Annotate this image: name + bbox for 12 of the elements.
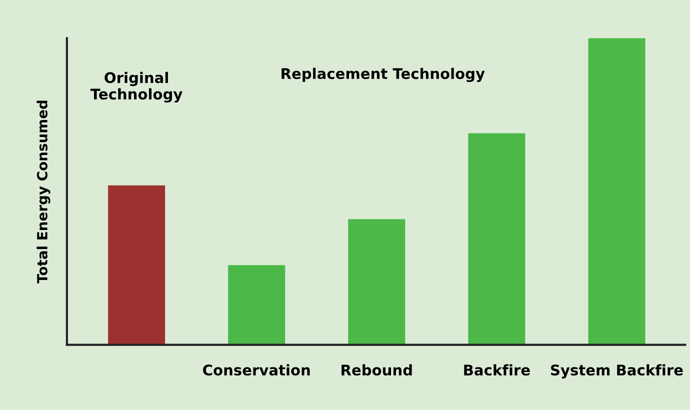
x-tick-label: Conservation bbox=[203, 364, 310, 376]
x-tick-label: Rebound bbox=[342, 364, 412, 376]
y-axis-title: Total Energy Consumed bbox=[36, 100, 50, 284]
bar bbox=[348, 219, 406, 345]
bar bbox=[588, 38, 646, 345]
annotation: Original Technology bbox=[90, 72, 182, 103]
bar bbox=[108, 185, 166, 345]
bar bbox=[228, 265, 286, 345]
x-tick-label: Backfire bbox=[464, 364, 530, 376]
annotation: Replacement Technology bbox=[282, 68, 485, 82]
x-tick-label: System Backfire bbox=[551, 364, 683, 378]
bar bbox=[468, 133, 526, 345]
